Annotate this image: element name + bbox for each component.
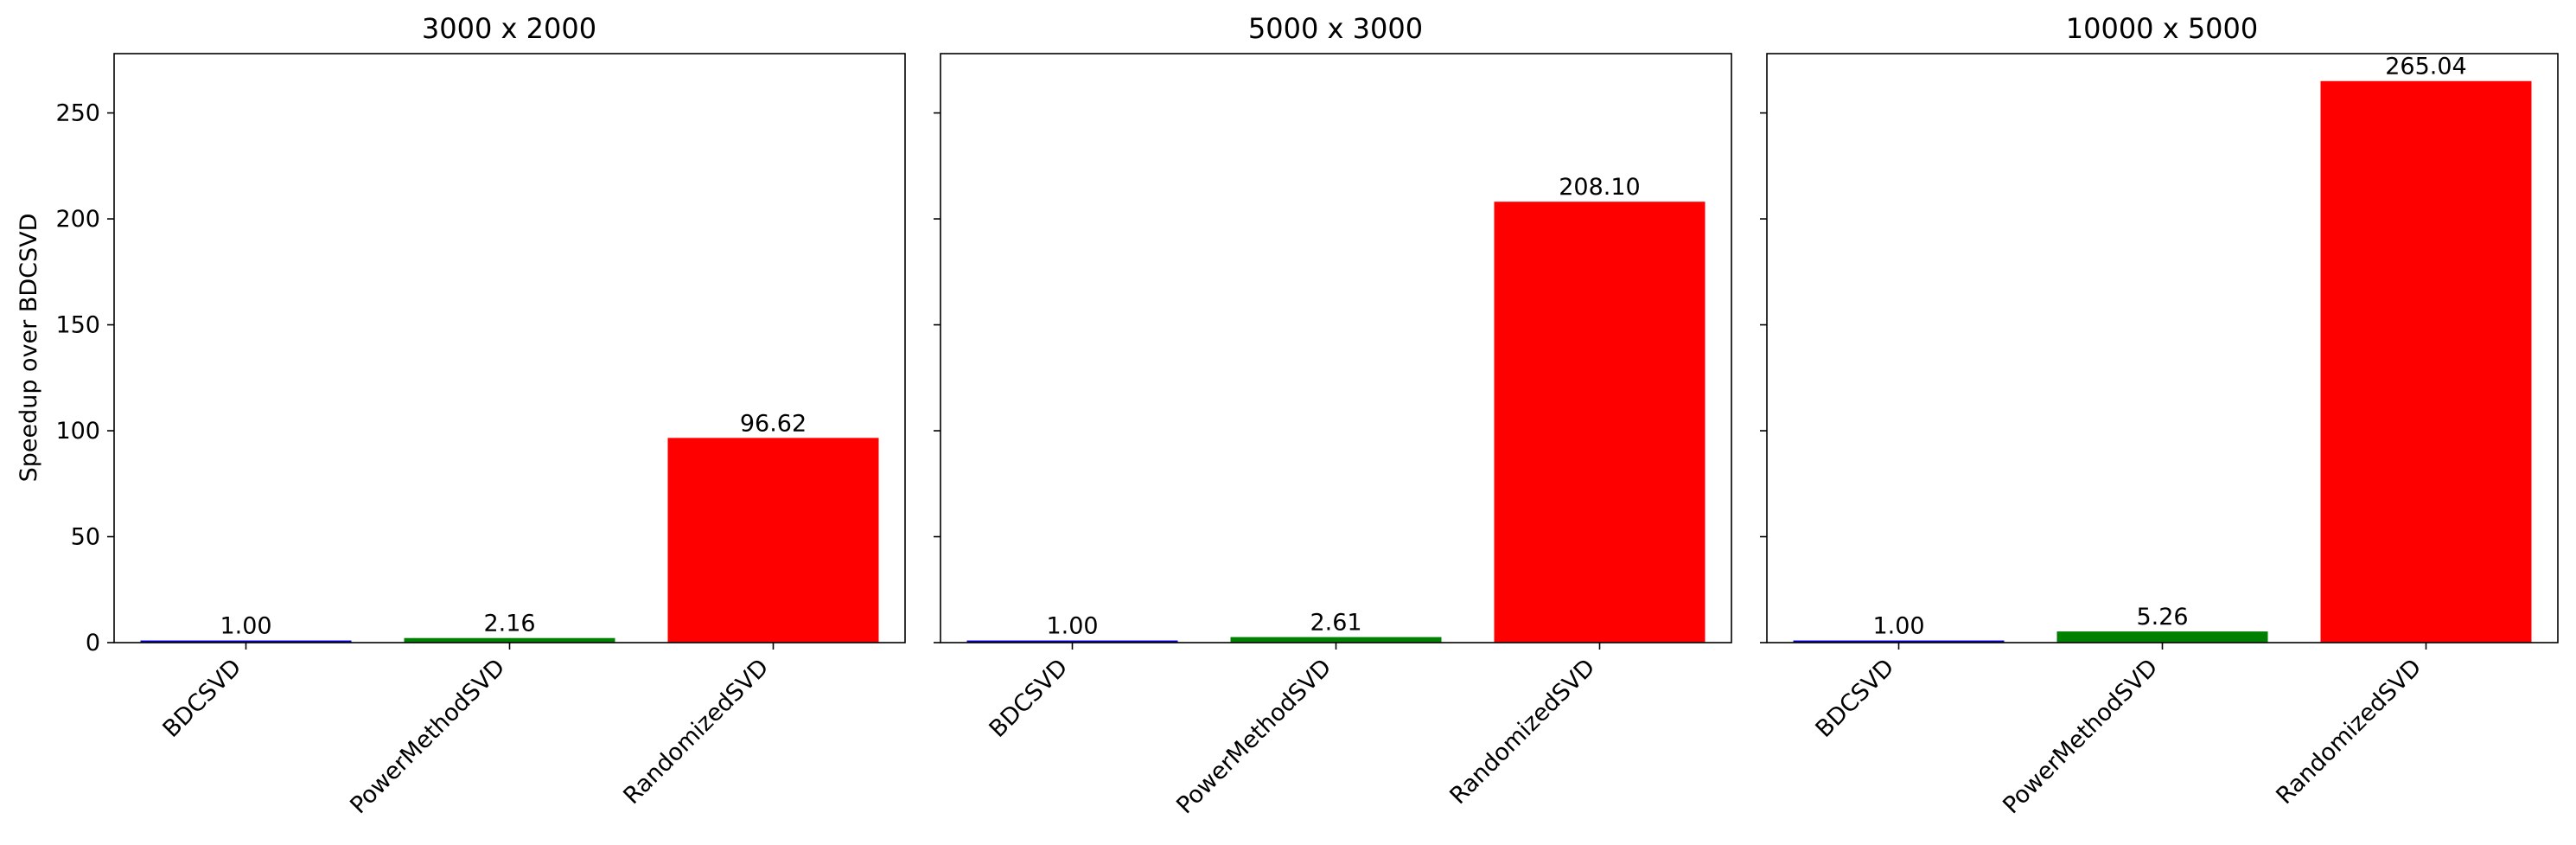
y-tick-label: 200 <box>55 206 100 233</box>
bar-randomizedsvd <box>667 438 879 643</box>
y-tick-label: 0 <box>86 630 100 656</box>
data-label: 2.16 <box>483 611 535 637</box>
x-tick-label: BDCSVD <box>1811 654 1900 743</box>
bar-bdcsvd <box>140 640 352 643</box>
bar-bdcsvd <box>1793 640 2005 643</box>
data-label: 265.04 <box>2385 54 2466 80</box>
x-tick-label: RandomizedSVD <box>618 654 774 810</box>
subplot-3-title: 10000 x 5000 <box>2066 12 2259 45</box>
data-label: 2.61 <box>1310 610 1361 637</box>
x-tick-label: RandomizedSVD <box>2271 654 2426 810</box>
data-label: 1.00 <box>220 613 271 640</box>
x-tick-label: PowerMethodSVD <box>345 654 510 819</box>
bar-powermethodsvd <box>2056 631 2268 643</box>
y-tick-label: 150 <box>55 312 100 339</box>
subplot-2-title: 5000 x 3000 <box>1248 12 1423 45</box>
axes-frame <box>1766 53 2559 643</box>
bar-powermethodsvd <box>404 637 615 643</box>
x-tick-label: RandomizedSVD <box>1444 654 1600 810</box>
y-axis-label: Speedup over BDCSVD <box>16 214 42 483</box>
bar-randomizedsvd <box>1494 202 1706 643</box>
y-tick-label: 100 <box>55 418 100 445</box>
axes-frame <box>113 53 906 643</box>
subplot-3: 10000 x 5000 1.00 BDCSVD 5.26 PowerMethodSV… <box>1760 12 2559 819</box>
x-tick-label: PowerMethodSVD <box>1171 654 1336 819</box>
bar-randomizedsvd <box>2320 80 2532 643</box>
y-tick-label: 250 <box>55 100 100 127</box>
data-label: 1.00 <box>1046 613 1098 640</box>
subplot-1-title: 3000 x 2000 <box>422 12 596 45</box>
data-label: 1.00 <box>1872 613 1924 640</box>
subplot-1: 3000 x 2000 Speedup over BDCSVD 1.00 BDCS… <box>16 12 906 819</box>
bar-powermethodsvd <box>1230 637 1442 643</box>
x-tick-label: BDCSVD <box>158 654 247 743</box>
axes-frame <box>940 53 1732 643</box>
x-tick-label: BDCSVD <box>985 654 1074 743</box>
data-label: 96.62 <box>740 410 807 437</box>
data-label: 208.10 <box>1559 174 1640 201</box>
data-label: 5.26 <box>2136 604 2188 631</box>
x-tick-label: PowerMethodSVD <box>1998 654 2163 819</box>
y-tick-label: 50 <box>71 524 100 551</box>
subplot-2: 5000 x 3000 1.00 BDCSVD 2.61 PowerMethodSVD… <box>934 12 1732 819</box>
bar-bdcsvd <box>966 640 1178 643</box>
